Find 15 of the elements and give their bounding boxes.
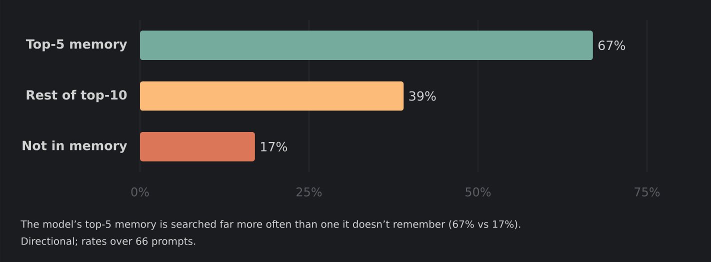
data-label: 17% xyxy=(261,142,288,152)
y-tick-label: Rest of top-10 xyxy=(26,90,127,102)
data-label: 39% xyxy=(409,91,436,101)
y-tick-label: Not in memory xyxy=(22,140,128,153)
x-tick-label: 0% xyxy=(131,187,149,196)
text: Directional; rates over 66 prompts. xyxy=(22,237,196,247)
data-label: 67% xyxy=(598,40,626,50)
bar xyxy=(140,30,593,60)
x-tick-label: 75% xyxy=(634,187,660,196)
x-tick-label: 25% xyxy=(296,187,322,196)
bar xyxy=(140,81,404,111)
text: The model’s top-5 memory is searched far more often than one it doesn’t remember (67% vs 17%). xyxy=(20,220,520,230)
bar xyxy=(140,132,255,162)
x-tick-label: 50% xyxy=(466,187,491,196)
y-tick-label: Top-5 memory xyxy=(26,39,128,52)
